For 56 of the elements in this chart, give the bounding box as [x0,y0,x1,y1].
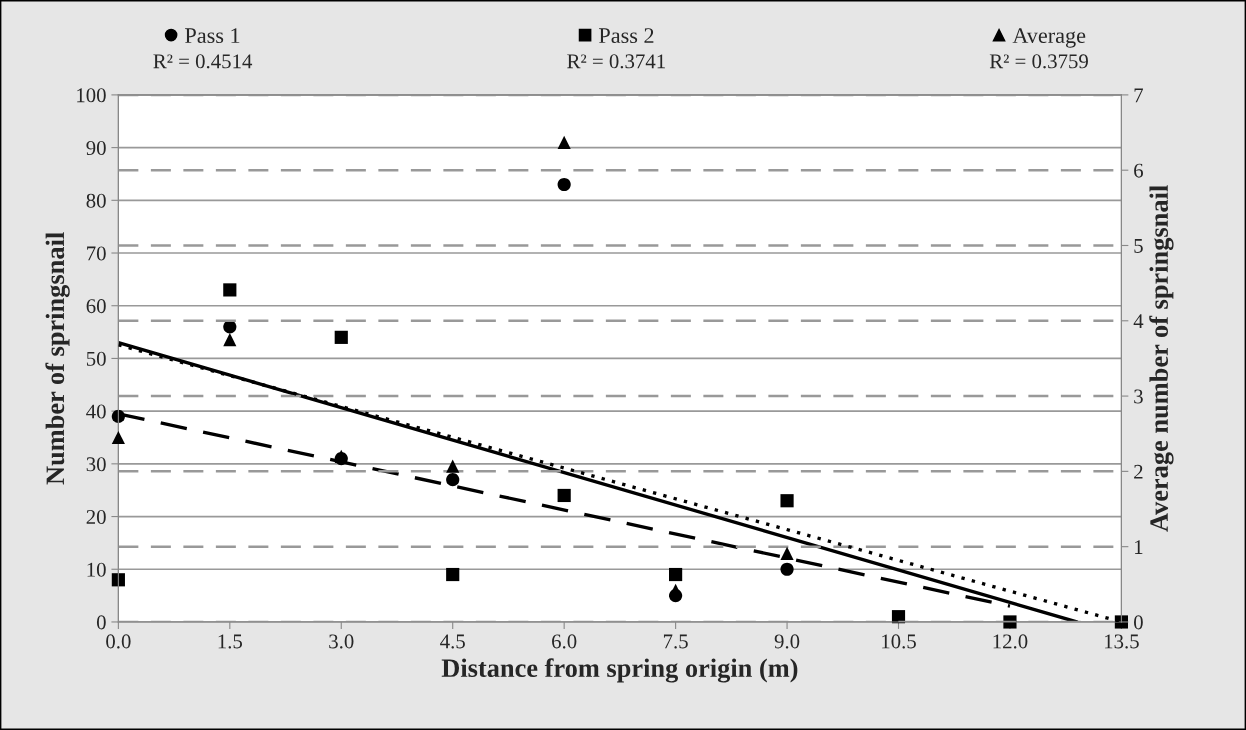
y2-tick-label: 2 [1134,464,1143,479]
y-tick-label: 60 [86,299,106,314]
point [1003,615,1017,629]
point [780,546,794,561]
x-tick-label: 10.5 [882,634,916,649]
y2-axis-title: Average number of springsnail [1149,185,1174,532]
point [334,330,348,344]
y2-tick-label: 5 [1134,239,1143,253]
y-tick-label: 10 [87,562,106,577]
point [780,494,794,508]
point [557,177,571,192]
point [111,573,125,587]
x-tick-label: 6.0 [552,634,577,649]
y2-tick-label: 7 [1134,88,1144,103]
y-tick-label: 70 [87,246,106,261]
y-tick-label: 20 [86,509,106,524]
point [223,283,237,297]
point [223,333,237,347]
y-tick-label: 80 [86,193,106,208]
legend-label: Average [1012,28,1086,48]
y2-tick-label: 1 [1135,540,1143,554]
x-tick-label: 4.5 [440,634,465,649]
text: R² = 0.3741 [567,54,665,69]
point [780,562,794,576]
point [669,567,683,582]
x-tick-label: 13.5 [1105,634,1139,649]
x-tick-label: 9.0 [774,634,800,649]
legend-label: Pass 1 [185,28,240,44]
y-tick-label: 90 [86,140,106,156]
y-tick-label: 0 [96,615,106,630]
legend-label: Pass 2 [599,28,654,44]
y2-tick-label: 3 [1134,389,1143,404]
y-tick-label: 50 [86,351,106,366]
y-tick-label: 100 [77,88,106,103]
point [446,459,460,473]
x-tick-label: 12.0 [993,634,1028,649]
text: R² = 0.4514 [153,54,253,69]
text: R² = 0.3759 [989,54,1088,69]
y-tick-label: 40 [86,404,106,419]
y-axis-title: Number of springsnail [45,232,70,485]
x-tick-label: 3.0 [329,634,354,649]
y2-tick-label: 4 [1133,314,1144,329]
x-axis-title: Distance from spring origin (m) [441,658,798,683]
x-tick-label: 7.5 [663,634,688,649]
x-tick-label: 0.0 [106,634,131,649]
y-tick-label: 30 [86,457,106,472]
point [446,473,460,487]
point [446,567,460,582]
y2-tick-label: 0 [1134,615,1143,630]
point [669,583,683,597]
point [111,430,125,445]
point [557,135,571,149]
y2-tick-label: 6 [1134,163,1143,178]
x-tick-label: 1.5 [218,634,243,649]
point [111,409,125,423]
point [557,488,571,503]
